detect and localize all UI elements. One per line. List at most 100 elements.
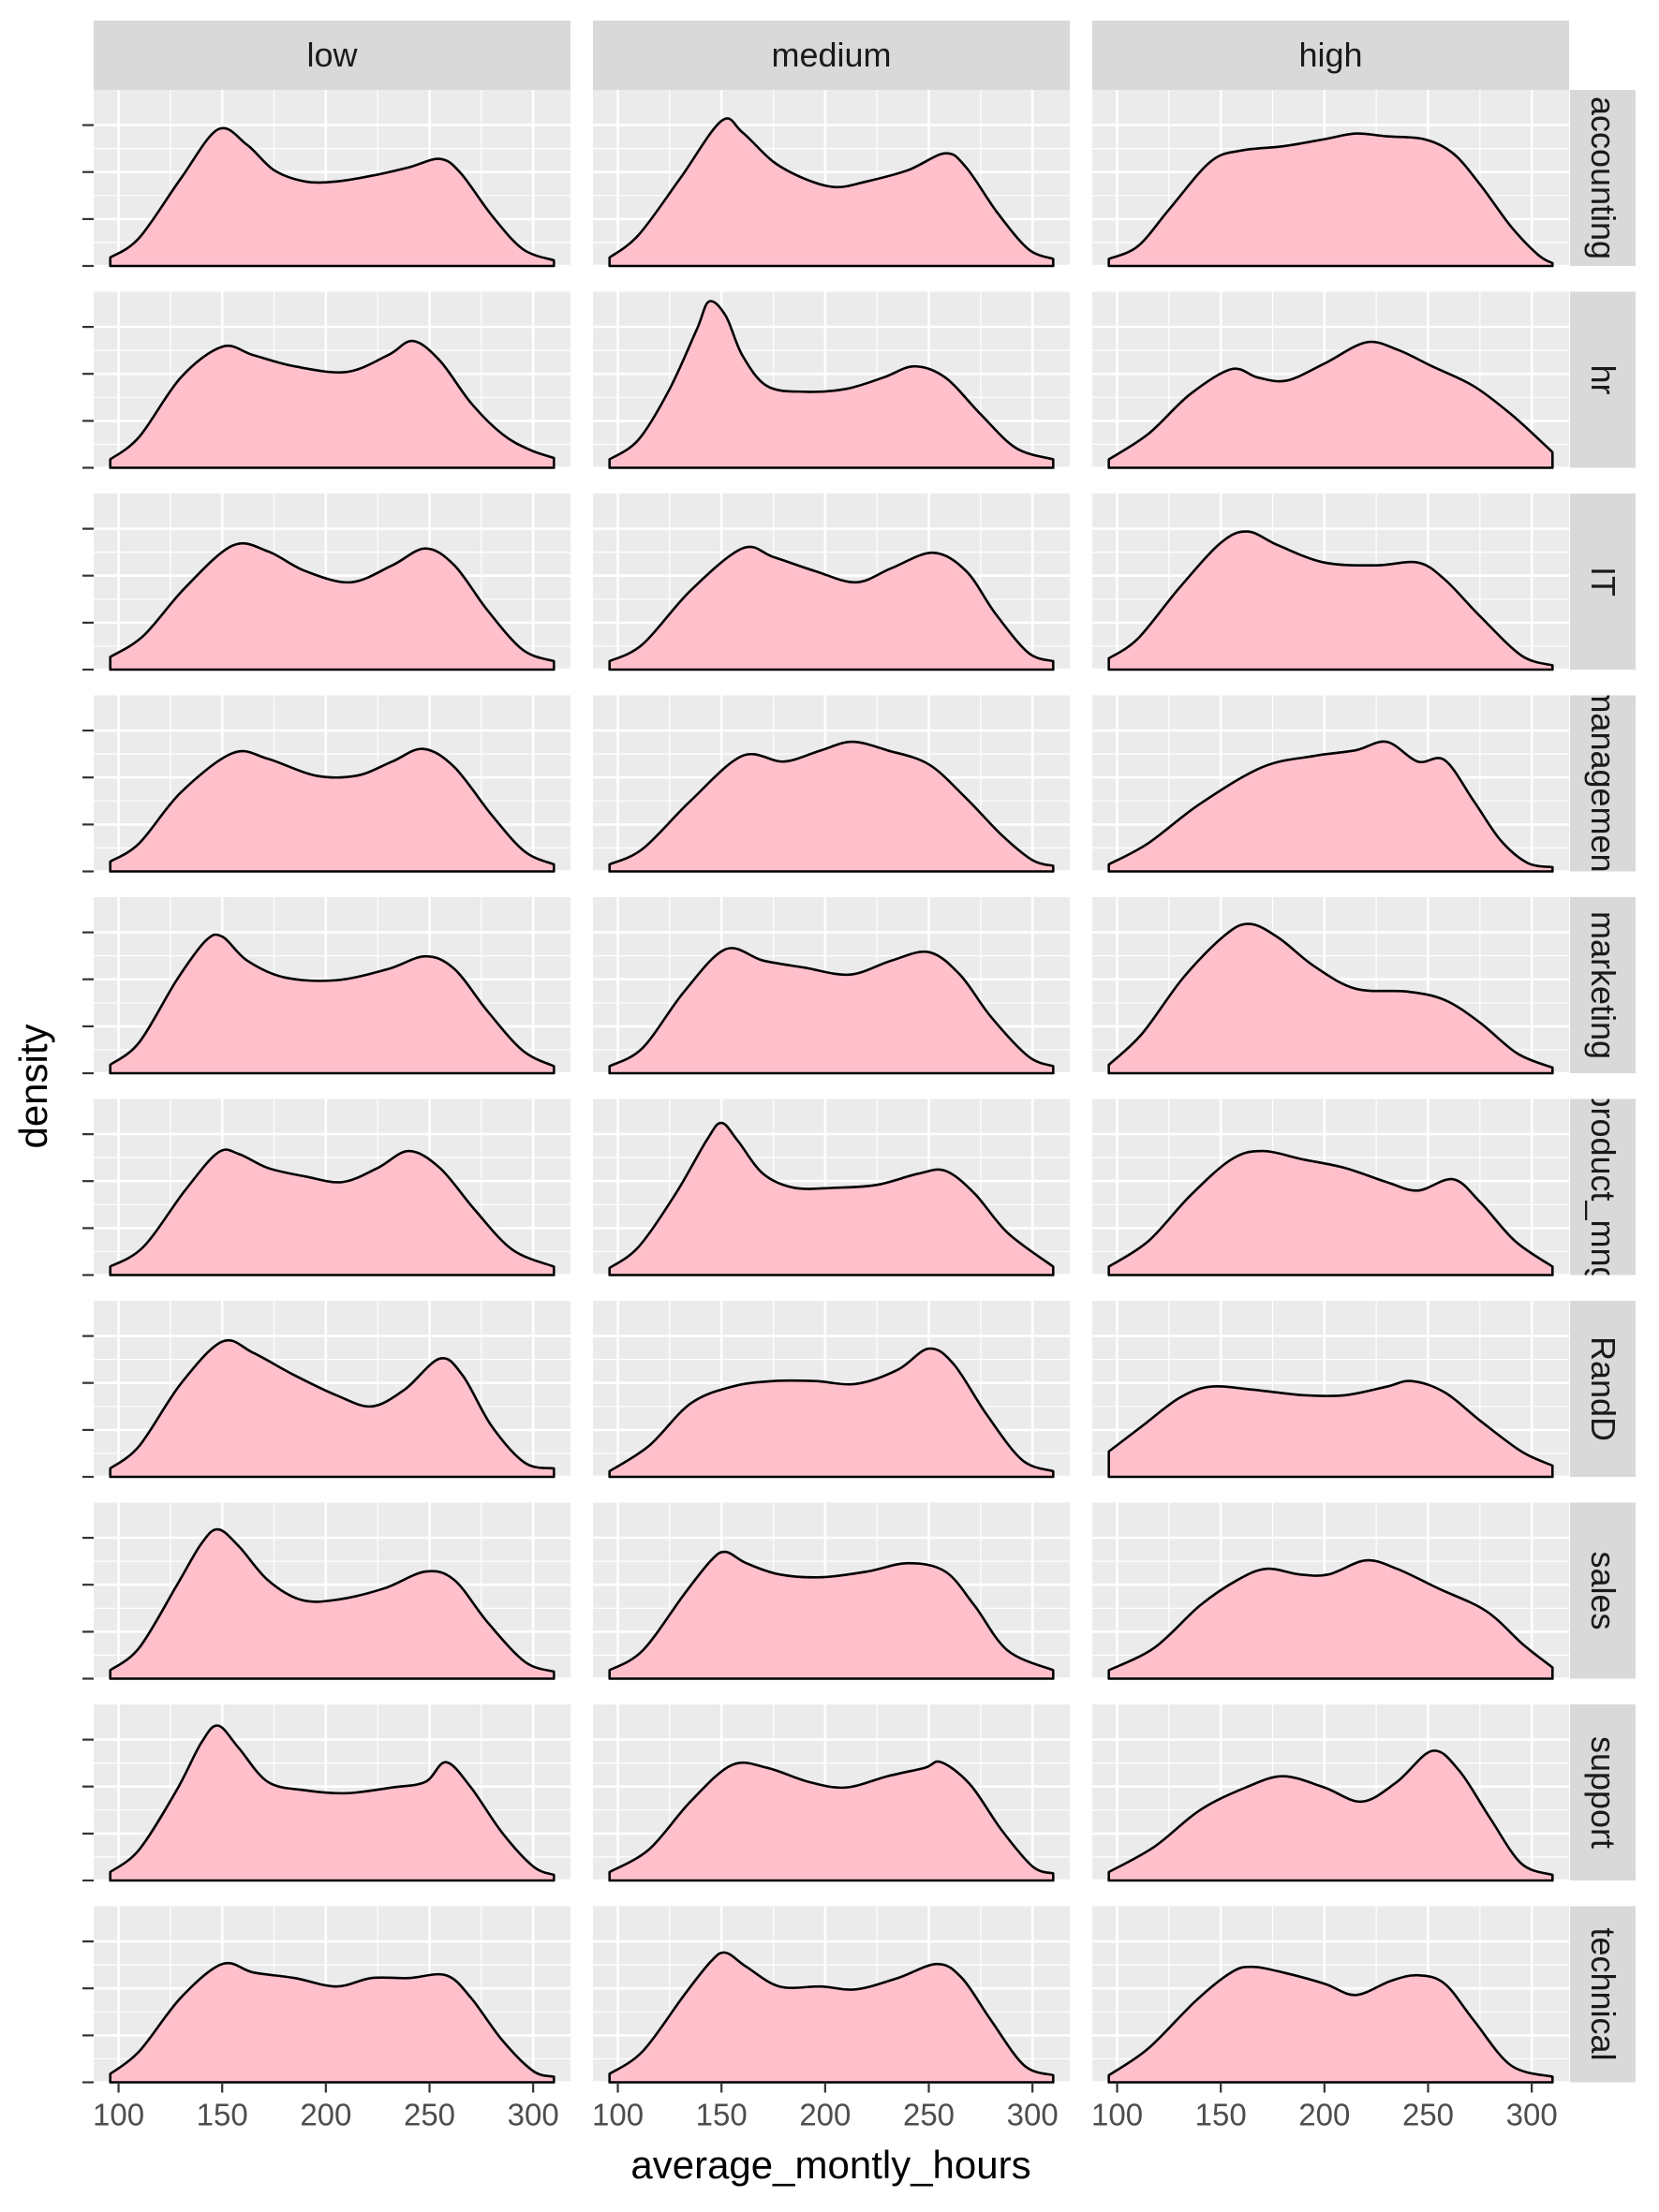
column-strip-medium <box>593 21 1070 90</box>
row-strip-label-sales: sales <box>1584 1551 1622 1630</box>
x-tick-label: 150 <box>197 2098 248 2132</box>
density-area-accounting-high <box>1107 132 1554 268</box>
density-area-technical-low <box>109 1961 555 2084</box>
density-area-product_mng-medium <box>608 1121 1055 1276</box>
column-strips: low medium high <box>94 21 1569 90</box>
panel-hr-low <box>94 291 570 469</box>
row-strip-hr <box>1570 291 1636 468</box>
row-strip-label-support: support <box>1584 1736 1622 1849</box>
density-area-management-high <box>1107 740 1554 873</box>
row-strip-RandD <box>1570 1301 1636 1477</box>
row-strip-sales <box>1570 1502 1636 1679</box>
density-area-management-low <box>109 747 555 873</box>
density-area-technical-high <box>1107 1965 1554 2084</box>
y-axis-ticks <box>82 124 94 2084</box>
row-strip-label-marketing: marketing <box>1584 911 1622 1059</box>
panel-management-low <box>94 695 570 873</box>
density-area-IT-low <box>109 541 555 671</box>
row-strip-label-technical: technical <box>1584 1927 1622 2060</box>
x-axes: 100 150 200 250 300 100 150 200 250 300 100 150 200 2… <box>93 2082 1558 2132</box>
panel-support-low <box>94 1704 570 1882</box>
row-strip-label-RandD: RandD <box>1584 1336 1622 1441</box>
row-strip-label-accounting: accounting <box>1584 96 1622 259</box>
panel-marketing-low <box>94 897 570 1075</box>
panel-product_mng-medium <box>593 1099 1070 1276</box>
density-area-sales-high <box>1107 1558 1554 1680</box>
panel-technical-high <box>1092 1906 1569 2084</box>
column-strip-low <box>94 21 570 90</box>
density-area-management-medium <box>608 740 1055 873</box>
y-axis-title: density <box>11 1024 55 1148</box>
row-strip-label-management: management <box>1584 685 1622 881</box>
column-strip-high <box>1092 21 1569 90</box>
panel-support-medium <box>593 1704 1070 1882</box>
panel-sales-low <box>94 1502 570 1680</box>
density-area-RandD-medium <box>608 1347 1055 1479</box>
panel-accounting-medium <box>593 90 1070 268</box>
panel-hr-medium <box>593 291 1070 469</box>
row-strip-label-hr: hr <box>1584 364 1622 394</box>
row-strip-accounting <box>1570 90 1636 266</box>
density-area-marketing-medium <box>608 947 1055 1075</box>
x-tick-label: 200 <box>799 2098 851 2132</box>
density-area-sales-low <box>109 1527 555 1680</box>
density-area-support-medium <box>608 1760 1055 1882</box>
panel-support-high <box>1092 1704 1569 1882</box>
density-area-RandD-high <box>1107 1379 1554 1479</box>
density-area-RandD-low <box>109 1338 555 1479</box>
panel-IT-low <box>94 494 570 671</box>
panel-hr-high <box>1092 291 1569 469</box>
row-strip-IT <box>1570 494 1636 670</box>
x-tick-label: 100 <box>1091 2098 1143 2132</box>
column-strip-label-low: low <box>306 36 358 74</box>
row-strip-label-IT: IT <box>1584 567 1622 597</box>
panel-management-high <box>1092 695 1569 873</box>
density-area-technical-medium <box>608 1951 1055 2084</box>
density-area-accounting-low <box>109 126 555 268</box>
x-tick-label: 250 <box>1402 2098 1454 2132</box>
row-strip-management <box>1570 695 1636 872</box>
panel-RandD-high <box>1092 1301 1569 1479</box>
row-strip-technical <box>1570 1906 1636 2083</box>
x-tick-label: 150 <box>696 2098 748 2132</box>
density-area-IT-medium <box>608 545 1055 671</box>
x-tick-label: 150 <box>1195 2098 1247 2132</box>
column-strip-label-high: high <box>1298 36 1362 74</box>
density-area-marketing-high <box>1107 922 1554 1075</box>
panel-technical-medium <box>593 1906 1070 2084</box>
row-strips: accounting hr IT management marketing product… <box>1570 90 1636 2083</box>
x-tick-label: 300 <box>508 2098 559 2132</box>
x-tick-label: 100 <box>592 2098 644 2132</box>
panel-RandD-medium <box>593 1301 1070 1479</box>
x-tick-label: 200 <box>300 2098 351 2132</box>
density-area-support-low <box>109 1724 555 1882</box>
x-tick-label: 200 <box>1298 2098 1350 2132</box>
row-strip-marketing <box>1570 897 1636 1073</box>
x-tick-label: 250 <box>903 2098 955 2132</box>
panel-product_mng-high <box>1092 1099 1569 1276</box>
panel-product_mng-low <box>94 1099 570 1276</box>
density-area-hr-low <box>109 339 555 469</box>
row-strip-support <box>1570 1704 1636 1880</box>
x-axis-title: average_montly_hours <box>630 2143 1030 2187</box>
density-area-marketing-low <box>109 933 555 1075</box>
panel-marketing-medium <box>593 897 1070 1075</box>
facet-panels <box>94 90 1569 2084</box>
panel-accounting-high <box>1092 90 1569 268</box>
density-area-support-high <box>1107 1749 1554 1882</box>
x-tick-label: 250 <box>404 2098 455 2132</box>
panel-IT-medium <box>593 494 1070 671</box>
density-area-hr-medium <box>608 300 1055 469</box>
panel-marketing-high <box>1092 897 1569 1075</box>
panel-management-medium <box>593 695 1070 873</box>
density-area-hr-high <box>1107 340 1554 469</box>
x-tick-label: 300 <box>1007 2098 1059 2132</box>
panel-accounting-low <box>94 90 570 268</box>
density-area-product_mng-high <box>1107 1149 1554 1276</box>
row-strip-product_mng <box>1570 1099 1636 1276</box>
density-area-accounting-medium <box>608 117 1055 268</box>
x-tick-label: 300 <box>1506 2098 1558 2132</box>
row-strip-label-product_mng: product_mng <box>1584 1088 1622 1285</box>
panel-technical-low <box>94 1906 570 2084</box>
